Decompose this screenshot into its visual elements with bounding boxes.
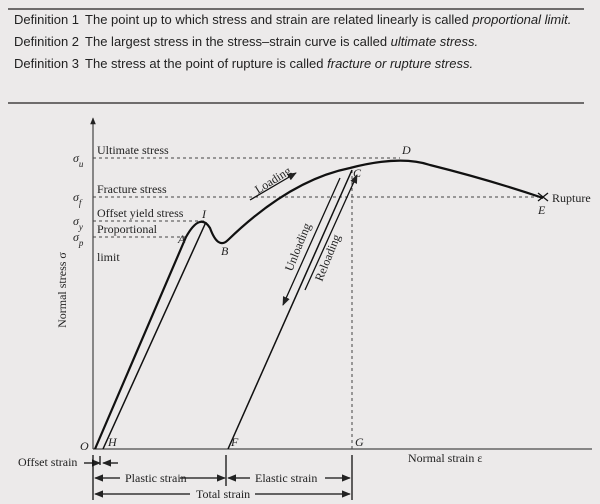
stress-symbol: σf	[73, 190, 83, 208]
stress-level-name: Ultimate stress	[97, 143, 169, 157]
dashed-guides	[93, 157, 540, 449]
definition-text: The largest stress in the stress–strain …	[85, 34, 391, 49]
stress-symbol: σy	[73, 214, 83, 232]
subscript: y	[78, 222, 83, 232]
point: D	[401, 143, 411, 157]
definition: Definition 3 The stress at the point of r…	[14, 56, 584, 72]
point: G	[355, 435, 364, 449]
definition-text: The stress at the point of rupture is ca…	[85, 56, 328, 71]
symbol: σ	[73, 230, 80, 244]
total-strain-label: Total strain	[196, 487, 250, 501]
offset-strain-label: Offset strain	[18, 455, 77, 469]
point: A	[177, 232, 186, 246]
stress-symbol: σu	[73, 151, 84, 169]
subscript: p	[78, 238, 84, 248]
symbol: σ	[73, 190, 80, 204]
subscript: f	[79, 198, 83, 208]
definition-term: fracture or rupture stress.	[327, 56, 474, 71]
arrows	[84, 172, 549, 500]
reloading-label: Reloading	[312, 232, 343, 283]
subscript: u	[79, 159, 84, 169]
elastic-strain-label: Elastic strain	[255, 471, 317, 485]
point: E	[537, 203, 546, 217]
point: B	[221, 244, 229, 258]
stress-level-name: Proportional	[97, 222, 158, 236]
plastic-strain-label: Plastic strain	[125, 471, 187, 485]
point: I	[201, 207, 207, 221]
definition-label: Definition 2	[14, 34, 80, 49]
stress-level-name: limit	[97, 250, 120, 264]
curve	[93, 159, 544, 450]
x-axis-label: Normal strain ε	[408, 451, 482, 465]
definition-label: Definition 3	[14, 56, 80, 71]
point: F	[230, 435, 239, 449]
axes	[90, 117, 592, 450]
definitions: Definition 1 The point up to which stress…	[14, 12, 584, 78]
definition-text: The point up to which stress and strain …	[85, 12, 473, 27]
stress-level-name: Fracture stress	[97, 182, 167, 196]
y-axis-label: Normal stress σ	[55, 252, 69, 328]
definition-label: Definition 1	[14, 12, 80, 27]
point: O	[80, 439, 89, 453]
definition: Definition 2 The largest stress in the st…	[14, 34, 584, 50]
stress-level-name: Offset yield stress	[97, 206, 184, 220]
point: H	[107, 435, 118, 449]
symbol: σ	[73, 151, 80, 165]
symbol: σ	[73, 214, 80, 228]
stress-symbol: σp	[73, 230, 84, 248]
definition-term: ultimate stress.	[390, 34, 479, 49]
point: C	[353, 166, 362, 180]
loading-label: Loading	[252, 163, 293, 196]
definition: Definition 1 The point up to which stress…	[14, 12, 584, 28]
definition-term: proportional limit.	[472, 12, 572, 27]
rupture-label: Rupture	[552, 191, 591, 205]
